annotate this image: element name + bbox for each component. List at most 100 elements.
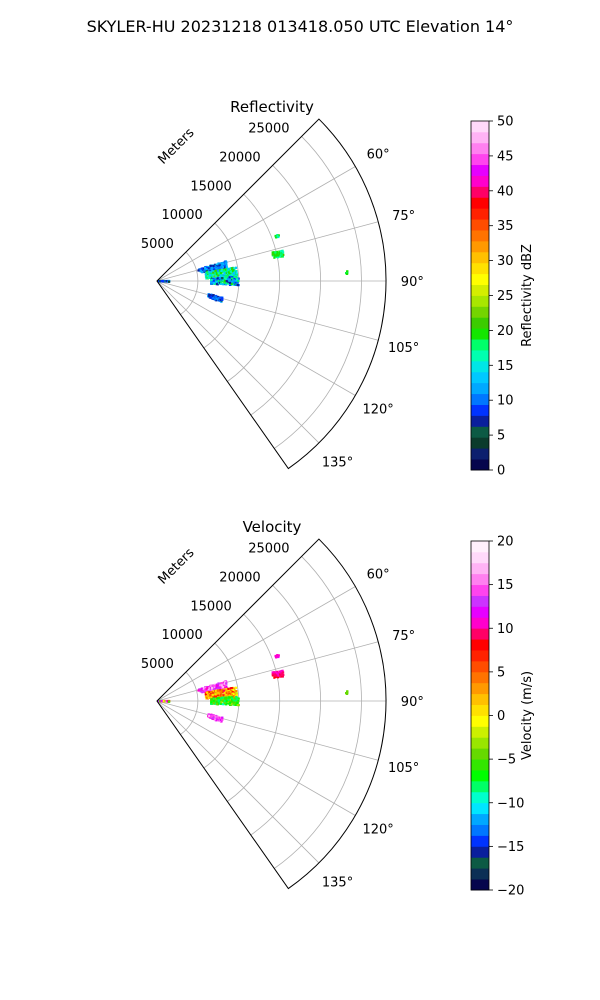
- echo-gate: [212, 700, 215, 703]
- colorbar-segment: [471, 415, 489, 427]
- echo-gate: [210, 281, 213, 284]
- echo-gate: [219, 692, 222, 695]
- range-ring: [203, 222, 240, 349]
- azimuth-tick-label: 75°: [392, 209, 415, 224]
- colorbar-segment: [471, 153, 489, 166]
- colorbar-segment: [471, 846, 489, 858]
- echo-gate: [234, 283, 237, 286]
- colorbar-segment: [471, 371, 489, 384]
- echo-gate: [216, 719, 219, 722]
- echo-gate: [273, 676, 276, 679]
- echo-gate: [219, 298, 222, 301]
- echo-gate: [232, 281, 235, 284]
- colorbar-segment: [471, 606, 489, 618]
- echo-gate: [280, 672, 283, 675]
- echo-gate: [213, 275, 216, 278]
- echo-gate: [212, 265, 215, 268]
- azimuth-tick-label: 120°: [362, 403, 393, 418]
- echo-gate: [280, 252, 283, 255]
- echo-gate: [220, 269, 223, 272]
- echo-gate: [229, 275, 232, 278]
- echo-gate: [231, 688, 234, 691]
- echo-gate: [279, 670, 283, 673]
- echo-gate: [224, 700, 227, 703]
- echo-gate: [199, 688, 202, 691]
- colorbar-segment: [471, 437, 489, 449]
- panel-title: Reflectivity: [230, 98, 314, 116]
- echo-gate: [234, 694, 237, 697]
- echo-gate: [235, 266, 238, 269]
- colorbar-segment: [471, 317, 489, 329]
- echo-gate: [220, 281, 223, 284]
- echo-gate: [278, 251, 281, 254]
- colorbar-segment: [471, 650, 489, 662]
- colorbar-tick-label: 5: [497, 429, 505, 444]
- range-tick-label: 10000: [161, 208, 202, 223]
- echo-gate: [157, 280, 160, 283]
- echo-gate: [214, 273, 217, 276]
- echo-gate: [213, 718, 217, 721]
- echo-gate: [210, 701, 213, 704]
- echo-gate: [221, 277, 224, 280]
- echo-gate: [224, 261, 227, 264]
- echo-gate: [236, 701, 239, 704]
- echo-gate: [211, 693, 214, 696]
- echo-gate: [230, 693, 233, 697]
- echo-gate: [224, 689, 227, 692]
- echo-gate: [205, 689, 208, 692]
- echo-gate: [271, 253, 274, 256]
- echo-gate: [209, 684, 212, 687]
- echo-cluster: [271, 669, 285, 679]
- echo-gate: [277, 234, 280, 237]
- echo-gate: [215, 272, 218, 275]
- echo-cluster: [210, 276, 240, 287]
- echo-gate: [221, 703, 224, 706]
- echo-gate: [210, 278, 213, 281]
- colorbar-segment: [471, 802, 489, 815]
- echo-gate: [224, 694, 227, 698]
- echo-gate: [219, 718, 222, 721]
- echo-gate: [281, 255, 284, 258]
- echo-gate: [228, 281, 232, 285]
- echo-gate: [206, 271, 209, 274]
- echo-gate: [233, 698, 236, 701]
- echo-gate: [213, 298, 217, 301]
- range-ring: [274, 556, 362, 869]
- echo-gate: [168, 700, 171, 703]
- echo-gate: [217, 684, 220, 687]
- echo-gate: [212, 716, 215, 719]
- echo-cluster: [345, 270, 349, 275]
- echo-gate: [277, 254, 280, 257]
- echo-gate: [231, 270, 235, 273]
- echo-gate: [231, 280, 234, 283]
- colorbar-tick-label: 20: [497, 535, 514, 550]
- azimuth-tick-label: 135°: [322, 456, 353, 471]
- echo-gate: [210, 688, 213, 691]
- echo-gate: [206, 694, 209, 698]
- echo-gate: [236, 281, 239, 284]
- colorbar-tick-label: 15: [497, 578, 514, 593]
- colorbar-segment: [471, 682, 489, 695]
- echo-gate: [219, 684, 222, 687]
- echo-gate: [231, 687, 234, 690]
- colorbar-tick-label: −10: [497, 796, 524, 811]
- echo-gate: [159, 280, 162, 283]
- echo-gate: [214, 692, 217, 695]
- echo-gate: [346, 692, 349, 695]
- echo-gate: [165, 280, 168, 283]
- range-ring: [227, 193, 281, 382]
- echo-gate: [212, 688, 215, 691]
- echo-gate: [219, 264, 222, 267]
- echo-gate: [212, 701, 215, 704]
- colorbar-segment: [471, 186, 489, 198]
- echo-gate: [210, 268, 213, 271]
- echo-gate: [212, 294, 215, 297]
- echo-gate: [219, 274, 222, 277]
- echo-gate: [212, 714, 215, 717]
- range-tick-label: 5000: [141, 657, 174, 672]
- colorbar-segment: [471, 671, 489, 684]
- echo-gate: [223, 689, 226, 692]
- echo-field: [157, 654, 349, 723]
- echo-gate: [235, 271, 238, 275]
